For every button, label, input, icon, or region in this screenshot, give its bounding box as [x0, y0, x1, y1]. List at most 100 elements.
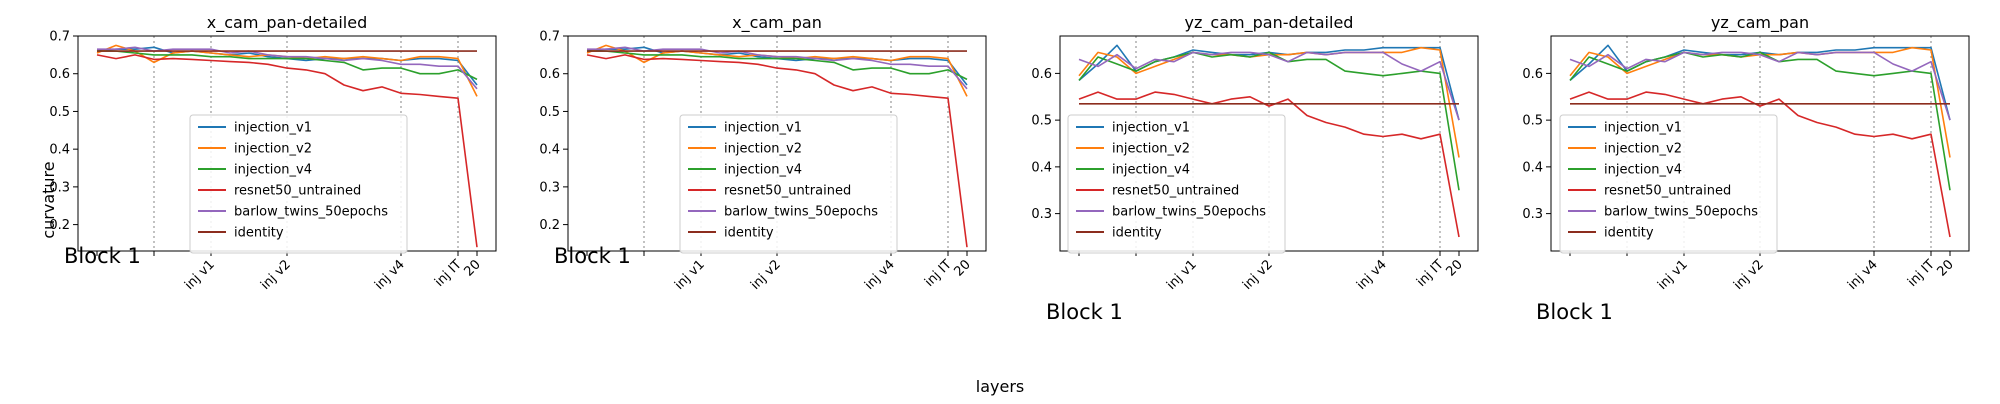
legend-label-barlow_twins_50epochs: barlow_twins_50epochs: [1604, 205, 1758, 220]
legend-label-injection_v1: injection_v1: [234, 121, 312, 136]
x-tick-label: inj IT: [432, 257, 465, 290]
legend-label-resnet50_untrained: resnet50_untrained: [1112, 184, 1239, 199]
legend-label-identity: identity: [724, 226, 774, 241]
legend-box: [1067, 114, 1286, 254]
legend-label-injection_v1: injection_v1: [1112, 121, 1190, 136]
series-line-resnet50_untrained: [1569, 91, 1951, 238]
legend-label-injection_v4: injection_v4: [234, 163, 312, 178]
y-tick-label: 0.4: [1031, 160, 1052, 175]
chart-title: yz_cam_pan-detailed: [1185, 13, 1354, 33]
x-tick-label: inj v2: [1240, 257, 1276, 293]
series-line-injection_v2: [586, 44, 968, 97]
x-tick-label: inj v1: [182, 257, 218, 293]
legend-label-barlow_twins_50epochs: barlow_twins_50epochs: [1112, 205, 1266, 220]
chart-title: x_cam_pan-detailed: [207, 13, 368, 33]
block-label: Block 1: [554, 244, 631, 268]
y-tick-label: 0.2: [539, 218, 560, 233]
y-tick-label: 0.4: [1522, 160, 1543, 175]
y-tick-label: 0.7: [49, 30, 70, 45]
x-tick-label: inj IT: [1414, 257, 1447, 290]
series-line-resnet50_untrained: [1078, 91, 1460, 238]
block-label: Block 1: [1536, 300, 1613, 324]
legend-box: [679, 114, 898, 254]
legend: injection_v1 injection_v2 injection_v4resn…: [1067, 114, 1286, 254]
y-tick-label: 0.5: [539, 105, 560, 120]
series-line-barlow_twins_50epochs: [1569, 51, 1951, 121]
x-tick-label: inj v4: [1354, 257, 1390, 293]
y-tick-label: 0.5: [1522, 114, 1543, 129]
y-tick-label: 0.6: [539, 67, 560, 82]
y-tick-label: 0.6: [49, 67, 70, 82]
chart-panel-1: x_cam_pan-detailed 0.2 0.3 0.4 0.5 0.6 0.7 inj …: [49, 13, 497, 293]
y-tick-label: 0.4: [49, 143, 70, 158]
x-tick-label: 20: [462, 257, 484, 279]
x-tick-label: inj v4: [372, 257, 408, 293]
series-line-barlow_twins_50epochs: [1078, 51, 1460, 121]
legend-label-resnet50_untrained: resnet50_untrained: [1604, 184, 1731, 199]
series-line-injection_v4: [97, 50, 478, 81]
y-tick-label: 0.3: [49, 180, 70, 195]
x-tick-label: inj IT: [1905, 257, 1938, 290]
legend: injection_v1 injection_v2 injection_v4resn…: [1559, 114, 1778, 254]
y-axis-label: curvature: [39, 161, 58, 238]
x-tick-label: 20: [1935, 257, 1957, 279]
x-tick-label: inj v2: [258, 257, 294, 293]
legend: injection_v1 injection_v2 injection_v4resn…: [679, 114, 898, 254]
legend-label-injection_v4: injection_v4: [1604, 163, 1682, 178]
y-tick-label: 0.4: [539, 143, 560, 158]
y-tick-label: 0.3: [1031, 207, 1052, 222]
series-line-resnet50_untrained: [96, 54, 478, 248]
legend-label-identity: identity: [1604, 226, 1654, 241]
series-line-injection_v2: [96, 44, 478, 97]
legend: injection_v1 injection_v2 injection_v4resn…: [189, 114, 408, 254]
series-line-resnet50_untrained: [586, 54, 968, 248]
series-line-injection_v4: [587, 50, 968, 81]
chart-panel-4: yz_cam_pan 0.3 0.4 0.5 0.6 inj v1 inj v2 inj v4…: [1522, 13, 1970, 324]
y-tick-label: 0.3: [1522, 207, 1543, 222]
x-tick-label: inj IT: [922, 257, 955, 290]
legend-label-injection_v1: injection_v1: [724, 121, 802, 136]
legend-label-identity: identity: [1112, 226, 1162, 241]
x-tick-label: 20: [1444, 257, 1466, 279]
y-tick-label: 0.5: [49, 105, 70, 120]
legend-label-injection_v1: injection_v1: [1604, 121, 1682, 136]
chart-title: yz_cam_pan: [1711, 13, 1809, 33]
block-label: Block 1: [64, 244, 141, 268]
y-tick-label: 0.5: [1031, 114, 1052, 129]
legend-label-identity: identity: [234, 226, 284, 241]
x-tick-label: inj v4: [862, 257, 898, 293]
x-tick-label: inj v1: [672, 257, 708, 293]
legend-label-barlow_twins_50epochs: barlow_twins_50epochs: [234, 205, 388, 220]
x-tick-label: 20: [952, 257, 974, 279]
legend-box: [1559, 114, 1778, 254]
legend-label-injection_v2: injection_v2: [234, 142, 312, 157]
y-tick-label: 0.7: [539, 30, 560, 45]
legend-label-injection_v2: injection_v2: [1604, 142, 1682, 157]
y-tick-label: 0.2: [49, 218, 70, 233]
series-line-injection_v4: [1078, 51, 1460, 191]
legend-label-resnet50_untrained: resnet50_untrained: [234, 184, 361, 199]
legend-label-injection_v2: injection_v2: [724, 142, 802, 157]
y-tick-label: 0.6: [1031, 67, 1052, 82]
x-tick-label: inj v1: [1164, 257, 1200, 293]
x-tick-label: inj v2: [748, 257, 784, 293]
x-axis-label: layers: [976, 377, 1024, 396]
legend-label-resnet50_untrained: resnet50_untrained: [724, 184, 851, 199]
legend-box: [189, 114, 408, 254]
legend-label-injection_v4: injection_v4: [1112, 163, 1190, 178]
block-label: Block 1: [1046, 300, 1123, 324]
x-tick-label: inj v1: [1655, 257, 1691, 293]
series-line-injection_v4: [1569, 51, 1951, 191]
legend-label-injection_v2: injection_v2: [1112, 142, 1190, 157]
x-tick-label: inj v4: [1845, 257, 1881, 293]
legend-label-injection_v4: injection_v4: [724, 163, 802, 178]
chart-title: x_cam_pan: [732, 13, 822, 33]
legend-label-barlow_twins_50epochs: barlow_twins_50epochs: [724, 205, 878, 220]
y-tick-label: 0.6: [1522, 67, 1543, 82]
y-tick-label: 0.3: [539, 180, 560, 195]
x-tick-label: inj v2: [1731, 257, 1767, 293]
